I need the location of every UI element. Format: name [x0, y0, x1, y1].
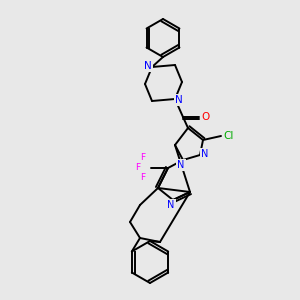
- Text: N: N: [167, 200, 175, 210]
- Text: N: N: [144, 61, 152, 71]
- Text: N: N: [175, 95, 183, 105]
- Text: N: N: [201, 149, 209, 159]
- Text: Cl: Cl: [224, 131, 234, 141]
- Text: F: F: [135, 164, 141, 172]
- Text: F: F: [140, 173, 146, 182]
- Text: F: F: [140, 154, 146, 163]
- Text: N: N: [177, 160, 185, 170]
- Text: O: O: [201, 112, 209, 122]
